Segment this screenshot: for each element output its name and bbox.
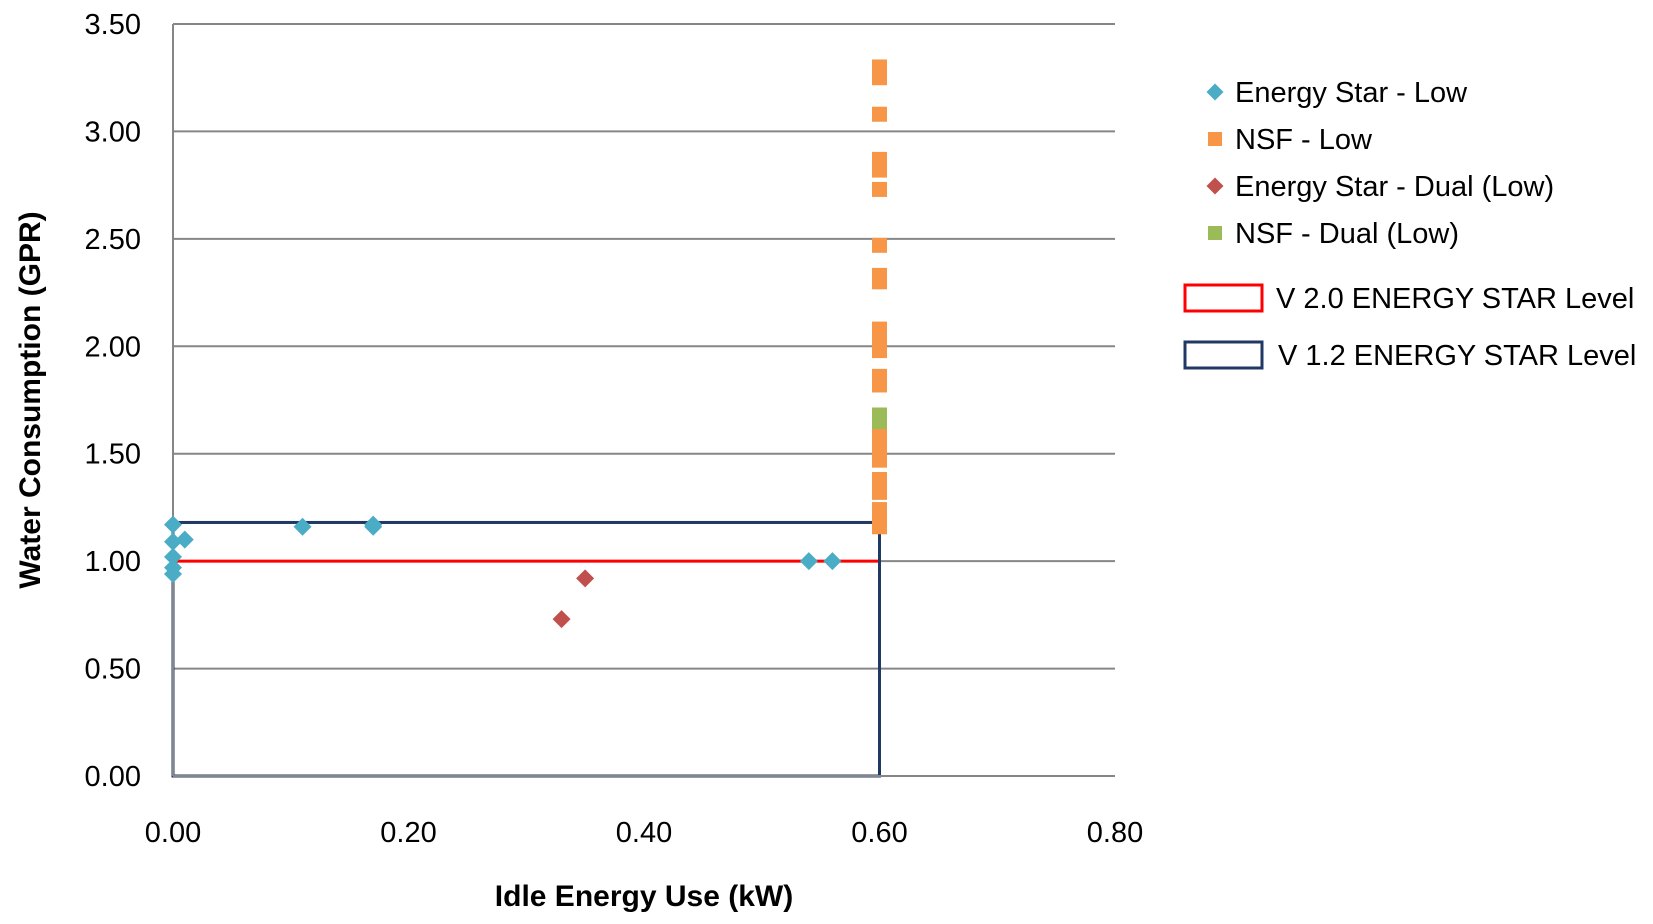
x-tick-label: 0.80	[1087, 817, 1143, 849]
y-tick-label: 1.50	[85, 439, 141, 471]
square-data-point	[872, 471, 887, 487]
gridlines	[173, 23, 1115, 670]
data-points	[164, 59, 887, 629]
square-data-point	[872, 343, 887, 359]
diamond-data-point	[164, 547, 182, 566]
y-tick-label: 0.50	[85, 654, 141, 686]
y-tick-label: 3.50	[85, 9, 141, 41]
diamond-data-point	[164, 532, 182, 551]
legend-label: V 1.2 ENERGY STAR Level	[1278, 340, 1636, 372]
y-tick-label: 1.00	[85, 546, 141, 578]
legend-marker	[1206, 83, 1224, 101]
square-data-point	[872, 439, 887, 455]
diamond-data-point	[364, 517, 383, 536]
legend-box-swatch	[1183, 283, 1264, 313]
y-tick-label: 2.00	[85, 331, 141, 363]
y-tick-label: 0.00	[85, 761, 141, 793]
square-data-point	[872, 181, 887, 197]
diamond-data-point	[164, 565, 182, 584]
legend-label: Energy Star - Low	[1235, 77, 1468, 109]
diamond-data-point	[799, 552, 818, 571]
diamond-data-point	[175, 530, 194, 549]
diamond-data-point	[823, 552, 842, 571]
y-tick-label: 3.00	[85, 116, 141, 148]
square-data-point	[872, 70, 887, 86]
reference-boxes	[171, 520, 881, 778]
x-tick-label: 0.40	[616, 817, 672, 849]
square-data-point	[872, 413, 887, 429]
y-tick-label: 2.50	[85, 224, 141, 256]
square-data-point	[872, 274, 887, 290]
legend-label: NSF - Dual (Low)	[1235, 218, 1459, 250]
x-tick-label: 0.20	[380, 817, 436, 849]
diamond-data-point	[164, 515, 182, 534]
tick-labels: 0.00 0.50 1.00 1.50 2.00 2.50 3.00 3.50 0.00 0.20…	[85, 9, 1144, 849]
square-data-point	[872, 519, 887, 535]
x-tick-label: 0.60	[851, 817, 907, 849]
square-data-point	[872, 452, 887, 468]
legend: Energy Star - Low NSF - Low Energy Star - …	[1183, 77, 1636, 372]
legend-marker	[1208, 226, 1222, 240]
legend-box-swatch	[1183, 340, 1264, 370]
legend-label: NSF - Low	[1235, 124, 1373, 156]
square-data-point	[872, 106, 887, 122]
legend-label: V 2.0 ENERGY STAR Level	[1276, 283, 1634, 315]
diamond-data-point	[552, 610, 571, 629]
legend-marker	[1206, 177, 1224, 195]
square-data-point	[872, 162, 887, 178]
square-data-point	[872, 484, 887, 500]
x-axis-title: Idle Energy Use (kW)	[495, 880, 793, 913]
legend-marker	[1208, 132, 1222, 146]
legend-label: Energy Star - Dual (Low)	[1235, 171, 1554, 203]
diamond-data-point	[293, 517, 312, 536]
y-axis-title: Water Consumption (GPR)	[14, 211, 47, 588]
x-tick-label: 0.00	[145, 817, 201, 849]
axes	[172, 24, 1115, 777]
square-data-point	[872, 237, 887, 253]
diamond-data-point	[576, 569, 595, 588]
square-data-point	[872, 377, 887, 393]
